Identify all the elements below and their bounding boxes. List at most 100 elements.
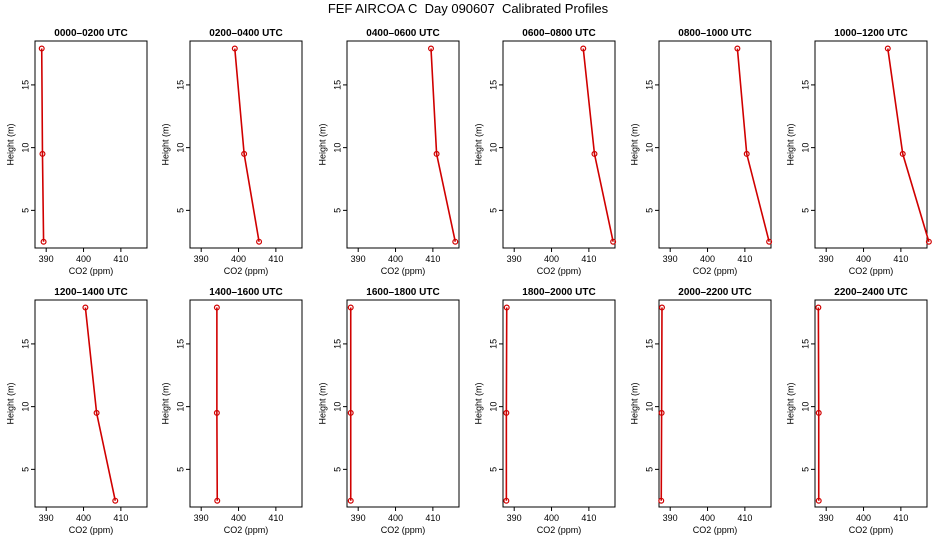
panel-title: 2200–2400 UTC [834,287,907,298]
y-tick-label: 5 [644,208,654,213]
profile-point [815,497,822,504]
profile-point [734,45,741,52]
y-axis-label: Height (m) [160,123,170,165]
x-tick-label: 390 [663,513,678,523]
plot-frame [502,299,616,508]
y-tick-label: 15 [332,80,342,90]
y-tick-label: 5 [175,467,185,472]
profile-point [256,238,263,245]
y-tick-label: 5 [488,467,498,472]
y-tick-label: 10 [800,402,810,412]
profile-point [452,238,459,245]
panel-title: 2000–2200 UTC [678,287,751,298]
plot-frame [502,40,616,249]
y-tick-label: 15 [20,80,30,90]
x-tick-label: 400 [76,513,91,523]
panel-title: 1200–1400 UTC [54,287,127,298]
profile-point [743,150,750,157]
profile-point [658,409,665,416]
profile-line [84,307,117,501]
x-tick-label: 410 [737,254,752,264]
y-axis-label: Height (m) [629,382,639,424]
profile-line [234,48,260,242]
profile-line [660,307,663,501]
profile-point [347,497,354,504]
x-tick-label: 390 [507,254,522,264]
y-axis-label: Height (m) [317,382,327,424]
x-axis-label: CO2 (ppm) [537,266,582,276]
profile-point [503,304,510,311]
x-tick-label: 400 [856,513,871,523]
plot-frame [346,40,460,249]
y-tick-label: 10 [175,143,185,153]
profile-point [610,238,617,245]
y-axis-label: Height (m) [785,123,795,165]
x-tick-label: 410 [581,254,596,264]
panel-4: 0600–0800 UTC 390 400 410 5 10 15 CO2 (ppm) Heig… [473,28,617,276]
profile-point [899,150,906,157]
profile-point [766,238,773,245]
profile-point [815,409,822,416]
x-axis-label: CO2 (ppm) [849,266,894,276]
x-tick-label: 400 [388,513,403,523]
x-tick-label: 410 [425,513,440,523]
profile-point [347,304,354,311]
profile-point [884,45,891,52]
panel-2: 0200–0400 UTC 390 400 410 5 10 15 CO2 (ppm) Heig… [160,28,303,276]
x-axis-label: CO2 (ppm) [693,525,738,535]
y-tick-label: 15 [175,339,185,349]
panel-title: 0800–1000 UTC [678,28,751,39]
panel-6: 1000–1200 UTC 390 400 410 5 10 15 CO2 (ppm) Heig… [785,28,932,276]
y-tick-label: 5 [332,467,342,472]
y-tick-label: 10 [332,143,342,153]
x-tick-label: 390 [39,254,54,264]
plot-frame [189,299,303,508]
profile-point [213,304,220,311]
profile-point [503,409,510,416]
x-tick-label: 390 [39,513,54,523]
x-axis-label: CO2 (ppm) [224,266,269,276]
y-tick-label: 15 [488,80,498,90]
y-tick-label: 15 [332,339,342,349]
panel-12: 2200–2400 UTC 390 400 410 5 10 15 CO2 (ppm) Heig… [785,287,928,535]
x-tick-label: 400 [231,254,246,264]
plot-frame [189,40,303,249]
x-tick-label: 390 [663,254,678,264]
profile-point [213,409,220,416]
x-tick-label: 400 [76,254,91,264]
panel-title: 0000–0200 UTC [54,28,127,39]
y-tick-label: 10 [20,402,30,412]
x-tick-label: 390 [194,254,209,264]
panel-title: 0600–0800 UTC [522,28,595,39]
x-tick-label: 410 [581,513,596,523]
x-tick-label: 400 [388,254,403,264]
plot-frame [814,40,928,249]
x-tick-label: 400 [856,254,871,264]
x-tick-label: 400 [544,513,559,523]
y-tick-label: 15 [644,339,654,349]
y-axis-label: Height (m) [629,123,639,165]
panel-title: 1000–1200 UTC [834,28,907,39]
panel-5: 0800–1000 UTC 390 400 410 5 10 15 CO2 (ppm) Heig… [629,28,773,276]
x-tick-label: 400 [231,513,246,523]
panel-3: 0400–0600 UTC 390 400 410 5 10 15 CO2 (ppm) Heig… [317,28,460,276]
y-tick-label: 10 [800,143,810,153]
x-axis-label: CO2 (ppm) [69,525,114,535]
panel-title: 1600–1800 UTC [366,287,439,298]
panel-9: 1600–1800 UTC 390 400 410 5 10 15 CO2 (ppm) Heig… [317,287,460,535]
profile-point [503,497,510,504]
profile-point [40,238,47,245]
profile-point [82,304,89,311]
x-tick-label: 400 [544,254,559,264]
y-tick-label: 5 [175,208,185,213]
plot-frame [814,299,928,508]
profile-point [93,409,100,416]
x-tick-label: 410 [113,254,128,264]
profile-point [815,304,822,311]
y-tick-label: 10 [488,402,498,412]
x-tick-label: 410 [113,513,128,523]
y-axis-label: Height (m) [317,123,327,165]
profile-point [214,497,221,504]
panel-title: 1400–1600 UTC [209,287,282,298]
